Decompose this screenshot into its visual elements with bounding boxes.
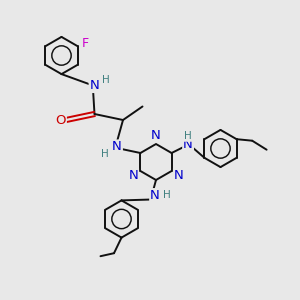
Text: H: H	[102, 75, 110, 85]
Text: N: N	[128, 169, 138, 182]
Text: H: H	[101, 148, 109, 159]
Text: O: O	[56, 113, 66, 127]
Text: H: H	[184, 131, 192, 141]
Text: N: N	[112, 140, 122, 154]
Text: N: N	[151, 129, 161, 142]
Text: N: N	[183, 138, 193, 152]
Text: F: F	[82, 37, 89, 50]
Text: H: H	[163, 190, 171, 200]
Text: N: N	[174, 169, 184, 182]
Text: N: N	[150, 189, 160, 202]
Text: N: N	[90, 79, 99, 92]
